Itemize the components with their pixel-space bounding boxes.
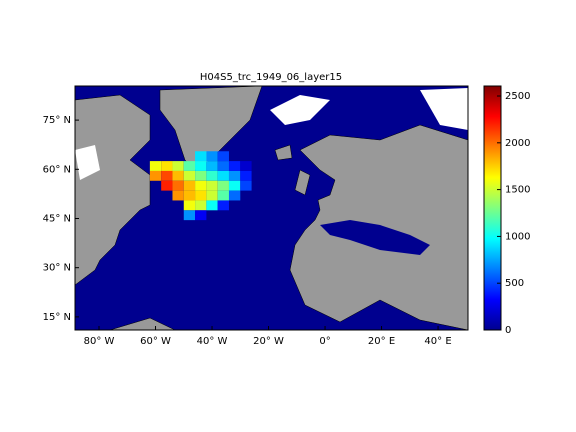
field-cell: [217, 190, 229, 201]
land: [75, 94, 151, 286]
sea: [320, 220, 430, 255]
field-cell: [206, 200, 218, 211]
missing: [75, 145, 100, 180]
x-tick-label: 0°: [319, 336, 330, 347]
land: [294, 169, 311, 196]
field-cell: [206, 170, 218, 181]
map: [75, 86, 468, 330]
field-cell: [228, 190, 241, 201]
chart-title: H04S5_trc_1949_06_layer15: [200, 72, 342, 83]
field-cell: [217, 180, 229, 191]
axes-frame: [74, 85, 469, 331]
field-cell: [183, 170, 196, 181]
field-cell: [206, 161, 218, 171]
field-cell: [183, 180, 196, 191]
field-cell: [217, 151, 229, 162]
y-tick-label: 15° N: [43, 312, 71, 323]
y-tick-label: 30° N: [43, 263, 71, 274]
field-cell: [172, 161, 184, 171]
field-cell: [172, 170, 184, 181]
field-cell: [161, 180, 173, 191]
field-cell: [217, 200, 229, 211]
field-cell: [228, 180, 241, 191]
field-cell: [149, 161, 162, 171]
colorbar-tick-label: 2500: [505, 91, 530, 102]
x-tick-label: 80° W: [84, 336, 115, 347]
missing: [270, 95, 330, 125]
field-cell: [228, 170, 241, 181]
field-cell: [240, 180, 252, 191]
field-cell: [217, 161, 229, 171]
field-cell: [195, 161, 207, 171]
field-cell: [172, 190, 184, 201]
y-tick-label: 60° N: [43, 164, 71, 175]
field-cell: [206, 151, 218, 162]
x-tick-label: 20° E: [368, 336, 395, 347]
field-cell: [183, 200, 196, 211]
field-cell: [161, 170, 173, 181]
field-cell: [183, 210, 196, 221]
field-cell: [195, 190, 207, 201]
colorbar-tick-label: 2000: [505, 138, 530, 149]
x-tick-label: 40° W: [197, 336, 228, 347]
field-cell: [206, 190, 218, 201]
field-cell: [195, 210, 207, 221]
field-cell: [195, 151, 207, 162]
x-tick-label: 20° W: [253, 336, 284, 347]
field-cell: [206, 180, 218, 191]
y-tick-label: 45° N: [43, 213, 71, 224]
missing: [420, 88, 468, 130]
colorbar: [483, 85, 502, 331]
y-tick-label: 75° N: [43, 115, 71, 126]
field-cell: [217, 170, 229, 181]
x-tick-label: 40° E: [424, 336, 451, 347]
field-cell: [172, 180, 184, 191]
field-cell: [183, 190, 196, 201]
colorbar-tick-label: 1500: [505, 185, 530, 196]
land: [274, 144, 293, 161]
field-cell: [195, 170, 207, 181]
x-tick-label: 60° W: [140, 336, 171, 347]
field: [149, 151, 252, 221]
colorbar-tick-label: 0: [505, 325, 511, 336]
field-cell: [228, 161, 241, 171]
colorbar-tick-label: 500: [505, 278, 524, 289]
land: [109, 317, 176, 330]
field-cell: [195, 200, 207, 211]
field-cell: [240, 170, 252, 181]
field-cell: [183, 161, 196, 171]
field-cell: [161, 161, 173, 171]
field-cell: [240, 161, 252, 171]
field-cell: [149, 170, 162, 181]
field-cell: [195, 180, 207, 191]
colorbar-tick-label: 1000: [505, 231, 530, 242]
